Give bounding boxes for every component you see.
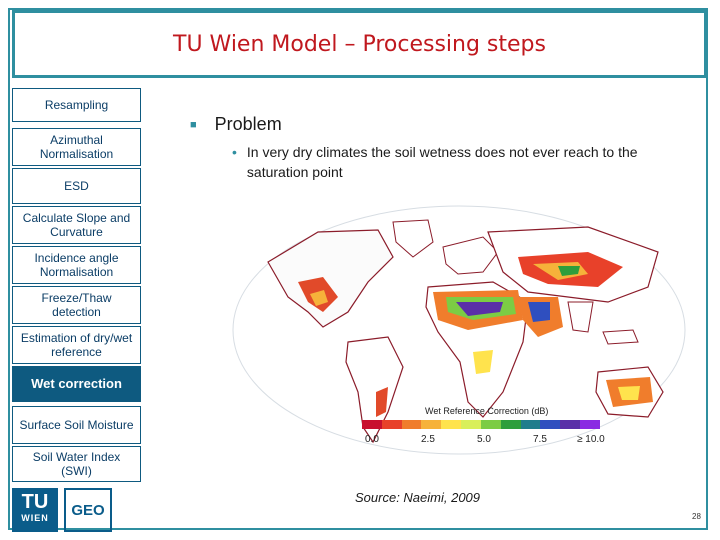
- figure-source: Source: Naeimi, 2009: [355, 490, 481, 505]
- legend-tick: 0.0: [365, 434, 379, 445]
- step-esd: ESD: [12, 168, 141, 204]
- legend-swatch: [461, 420, 481, 429]
- legend-swatch: [560, 420, 581, 429]
- step-resampling: Resampling: [12, 88, 141, 122]
- step-slope-curvature: Calculate Slope and Curvature: [12, 206, 141, 244]
- legend-swatch: [421, 420, 442, 429]
- sub-bullet: • In very dry climates the soil wetness …: [232, 142, 672, 182]
- step-label: Soil Water Index (SWI): [32, 450, 121, 478]
- step-label: Calculate Slope and Curvature: [22, 211, 131, 239]
- step-label: Surface Soil Moisture: [19, 418, 134, 432]
- page-number: 28: [692, 512, 701, 521]
- legend-swatch: [480, 420, 501, 429]
- slide-title: TU Wien Model – Processing steps: [173, 31, 546, 57]
- legend-tick: 7.5: [533, 434, 547, 445]
- step-label: Freeze/Thaw detection: [41, 291, 112, 319]
- legend-swatch: [441, 420, 462, 429]
- logo-wien-text: WIEN: [21, 513, 49, 523]
- legend-tick: 5.0: [477, 434, 491, 445]
- square-bullet-icon: ■: [190, 118, 197, 131]
- legend-swatch: [381, 420, 402, 429]
- legend-swatch: [540, 420, 561, 429]
- bullet-text: Problem: [214, 114, 282, 134]
- step-dry-wet-reference: Estimation of dry/wet reference: [12, 326, 141, 364]
- logo-tu-text: TU: [21, 491, 49, 513]
- step-freeze-thaw: Freeze/Thaw detection: [12, 286, 141, 324]
- title-box: TU Wien Model – Processing steps: [12, 10, 707, 78]
- world-map-image: [232, 205, 686, 455]
- world-map-figure: [228, 202, 690, 464]
- dot-bullet-icon: •: [232, 144, 237, 160]
- sub-bullet-text: In very dry climates the soil wetness do…: [246, 144, 638, 180]
- step-label: Estimation of dry/wet reference: [20, 331, 133, 359]
- legend-tick: 2.5: [421, 434, 435, 445]
- step-azimuthal-normalisation: Azimuthal Normalisation: [12, 128, 141, 166]
- step-label: Incidence angle Normalisation: [34, 251, 119, 279]
- step-swi: Soil Water Index (SWI): [12, 446, 141, 482]
- logo-geo-text: GEO: [71, 501, 105, 519]
- step-label: Resampling: [44, 98, 109, 112]
- step-label: Azimuthal Normalisation: [39, 133, 114, 161]
- legend-swatch: [401, 420, 422, 429]
- geo-logo: GEO: [64, 488, 112, 532]
- step-incidence-angle: Incidence angle Normalisation: [12, 246, 141, 284]
- legend-swatch: [580, 420, 600, 429]
- legend-tick: ≥ 10.0: [577, 434, 605, 445]
- legend-swatch: [362, 420, 382, 429]
- legend-swatch: [520, 420, 541, 429]
- step-label: ESD: [64, 179, 89, 193]
- legend-swatch: [500, 420, 521, 429]
- step-label: Wet correction: [31, 376, 122, 391]
- slide-frame: [8, 8, 708, 530]
- tu-wien-geo-logo: TU WIEN GEO: [12, 488, 112, 532]
- step-wet-correction: Wet correction: [12, 366, 141, 402]
- tu-wien-logo: TU WIEN: [12, 488, 58, 532]
- bullet-problem: ■ Problem: [190, 114, 282, 135]
- step-surface-soil-moisture: Surface Soil Moisture: [12, 406, 141, 444]
- legend-colorbar: [362, 420, 600, 429]
- legend-title: Wet Reference Correction (dB): [425, 406, 549, 416]
